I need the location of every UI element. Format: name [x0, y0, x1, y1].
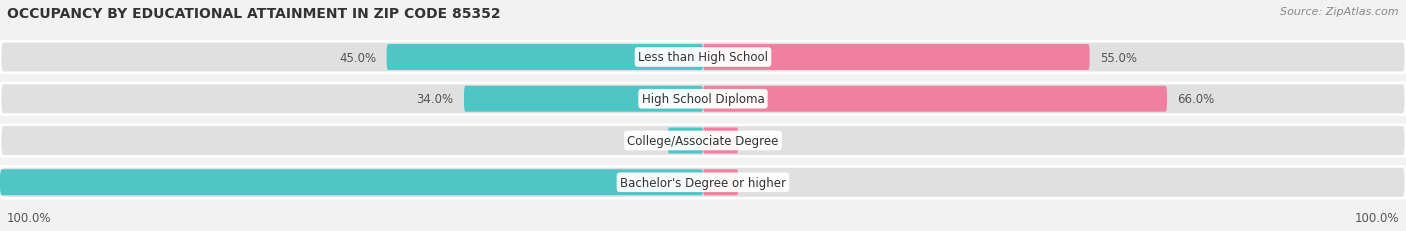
FancyBboxPatch shape	[0, 170, 703, 195]
Text: 55.0%: 55.0%	[1099, 51, 1137, 64]
FancyBboxPatch shape	[0, 84, 1406, 115]
Text: College/Associate Degree: College/Associate Degree	[627, 134, 779, 147]
FancyBboxPatch shape	[387, 45, 703, 71]
Text: 66.0%: 66.0%	[1178, 93, 1215, 106]
Text: Bachelor's Degree or higher: Bachelor's Degree or higher	[620, 176, 786, 189]
Text: 0.0%: 0.0%	[627, 134, 657, 147]
FancyBboxPatch shape	[0, 167, 1406, 198]
FancyBboxPatch shape	[0, 125, 1406, 157]
Text: 34.0%: 34.0%	[416, 93, 453, 106]
Text: 100.0%: 100.0%	[7, 211, 52, 224]
Text: High School Diploma: High School Diploma	[641, 93, 765, 106]
FancyBboxPatch shape	[668, 128, 703, 154]
Text: 0.0%: 0.0%	[749, 134, 779, 147]
Text: Source: ZipAtlas.com: Source: ZipAtlas.com	[1281, 7, 1399, 17]
Text: 100.0%: 100.0%	[1354, 211, 1399, 224]
FancyBboxPatch shape	[703, 45, 1090, 71]
FancyBboxPatch shape	[703, 170, 738, 195]
FancyBboxPatch shape	[0, 42, 1406, 73]
Text: 0.0%: 0.0%	[749, 176, 779, 189]
Text: 45.0%: 45.0%	[339, 51, 375, 64]
Text: Less than High School: Less than High School	[638, 51, 768, 64]
Text: OCCUPANCY BY EDUCATIONAL ATTAINMENT IN ZIP CODE 85352: OCCUPANCY BY EDUCATIONAL ATTAINMENT IN Z…	[7, 7, 501, 21]
FancyBboxPatch shape	[703, 86, 1167, 112]
FancyBboxPatch shape	[464, 86, 703, 112]
FancyBboxPatch shape	[703, 128, 738, 154]
